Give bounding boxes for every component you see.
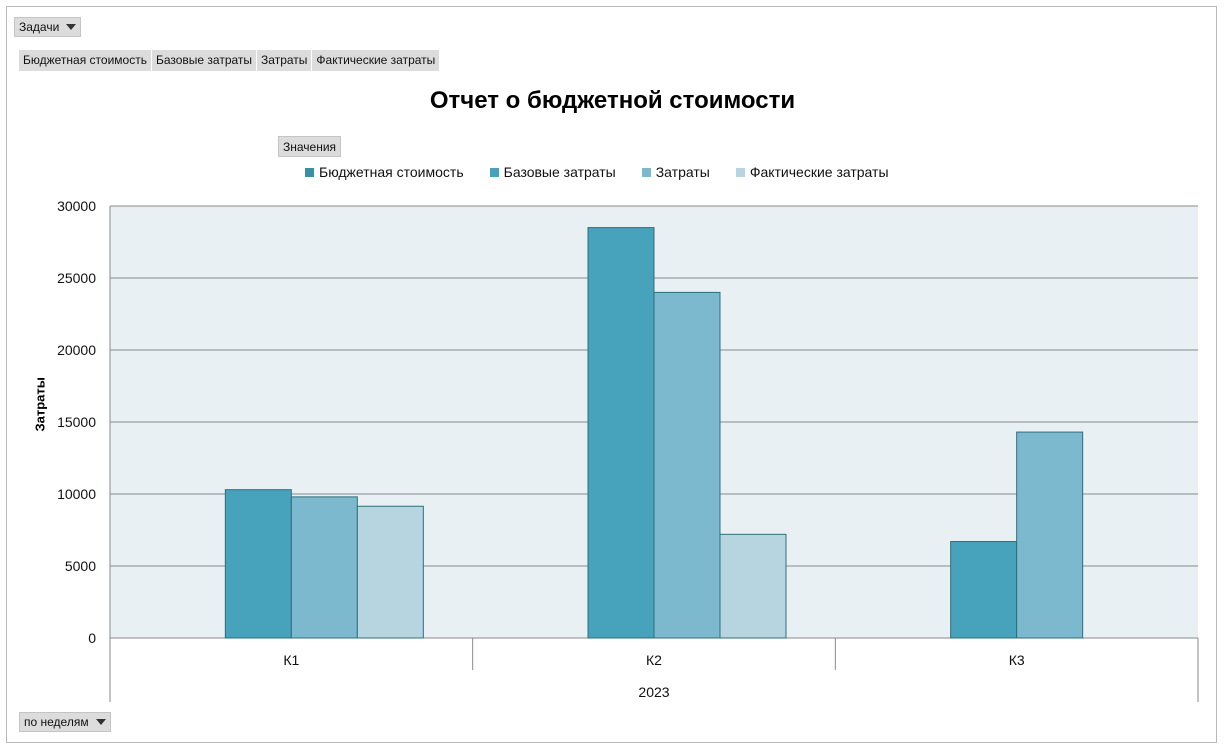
y-tick-label: 5000 xyxy=(65,558,96,574)
report-frame xyxy=(6,6,1217,743)
filter-chip-baseline-cost[interactable]: Базовые затраты xyxy=(151,50,258,71)
chart-title: Отчет о бюджетной стоимости xyxy=(429,87,796,114)
bar xyxy=(224,489,292,639)
legend-label: Затраты xyxy=(655,164,710,180)
bar xyxy=(1016,431,1084,639)
y-tick-label: 15000 xyxy=(57,414,96,430)
filter-bar: Бюджетная стоимость Базовые затраты Затр… xyxy=(19,50,441,71)
filter-chip-actual-cost[interactable]: Фактические затраты xyxy=(312,50,441,71)
legend-label: Фактические затраты xyxy=(749,164,889,180)
chevron-down-icon xyxy=(95,718,106,725)
x-tick-label: К2 xyxy=(646,652,662,668)
x-tick-label: К1 xyxy=(283,652,299,668)
bar xyxy=(719,533,787,639)
legend-item-actual-cost[interactable]: Фактические затраты xyxy=(735,164,889,180)
x-axis: К1 К2 К3 2023 xyxy=(283,638,1199,702)
y-tick-label: 10000 xyxy=(57,486,96,502)
legend-swatch xyxy=(641,167,651,177)
bar xyxy=(587,227,655,639)
y-tick-label: 0 xyxy=(88,630,96,646)
values-field-label: Значения xyxy=(283,140,337,154)
values-field-button[interactable]: Значения xyxy=(278,136,342,157)
legend-item-baseline-cost[interactable]: Базовые затраты xyxy=(489,164,616,180)
tasks-dropdown[interactable]: Задачи xyxy=(14,17,82,37)
legend-item-budget-cost[interactable]: Бюджетная стоимость xyxy=(305,164,464,180)
legend-item-cost[interactable]: Затраты xyxy=(641,164,710,180)
chevron-down-icon xyxy=(66,23,77,30)
chart-legend: Бюджетная стоимость Базовые затраты Затр… xyxy=(305,164,915,180)
tasks-dropdown-label: Задачи xyxy=(19,20,60,34)
x-tick-label: К3 xyxy=(1009,652,1025,668)
legend-label: Базовые затраты xyxy=(503,164,616,180)
bar xyxy=(950,541,1018,639)
period-dropdown[interactable]: по неделям xyxy=(19,712,111,732)
bar xyxy=(356,505,424,639)
bar xyxy=(653,291,721,639)
legend-label: Бюджетная стоимость xyxy=(319,164,464,180)
filter-chip-cost[interactable]: Затраты xyxy=(257,50,313,71)
bar xyxy=(290,496,358,639)
period-dropdown-label: по неделям xyxy=(24,715,89,729)
legend-swatch xyxy=(305,167,314,177)
y-tick-label: 30000 xyxy=(57,198,96,214)
legend-swatch xyxy=(489,167,499,177)
y-tick-label: 25000 xyxy=(57,270,96,286)
x-axis-label: 2023 xyxy=(638,684,669,700)
bars xyxy=(224,227,1084,639)
legend-swatch xyxy=(735,167,745,177)
y-tick-label: 20000 xyxy=(57,342,96,358)
filter-chip-budget-cost[interactable]: Бюджетная стоимость xyxy=(19,50,152,71)
